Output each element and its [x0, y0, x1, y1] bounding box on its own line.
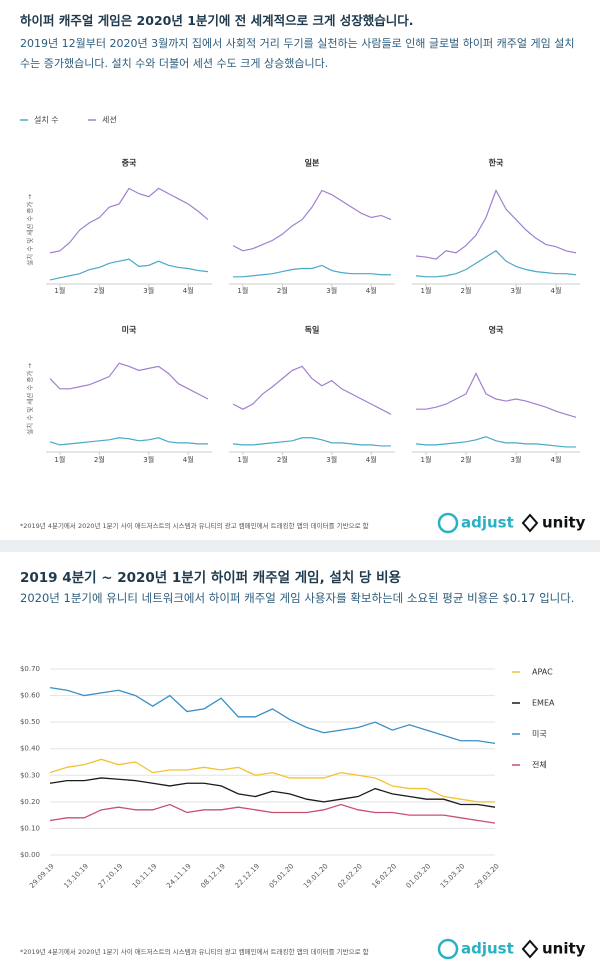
footnote: *2019년 4분기에서 2020년 1분기 사이 애드저스트의 시스템과 유니…: [20, 522, 369, 530]
legend-label: EMEA: [532, 699, 555, 708]
series-line: [233, 264, 391, 278]
series-line: [49, 777, 496, 808]
x-tick-label: 08.12.19: [199, 862, 227, 890]
x-tick-label: 01.03.20: [405, 862, 433, 890]
legend-label: 전체: [532, 760, 547, 770]
logo-icon: [437, 938, 459, 960]
x-tick-label: 4월: [183, 286, 194, 295]
logo: unity: [542, 940, 586, 958]
x-tick-label: 16.02.20: [370, 862, 398, 890]
x-tick-label: 29.09.19: [28, 862, 56, 890]
x-tick-label: 05.01.20: [268, 862, 296, 890]
x-tick-label: 1월: [54, 286, 65, 295]
logo-icon: [437, 512, 459, 534]
series-line: [415, 250, 577, 278]
panel-title: 중국: [122, 159, 137, 168]
logo-icon: [521, 513, 539, 533]
footnote: *2019년 4분기에서 2020년 1분기 사이 애드저스트의 시스템과 유니…: [20, 948, 369, 956]
x-tick-label: 3월: [511, 455, 522, 464]
y-tick-label: $0.50: [20, 718, 40, 726]
y-tick-label: $0.10: [20, 824, 40, 832]
series-line: [416, 372, 577, 418]
section-subtitle: 2019년 12월부터 2020년 3월까지 집에서 사회적 거리 두기를 실천…: [20, 37, 575, 70]
panel-title: 한국: [489, 158, 504, 168]
x-tick-label: 24.11.19: [165, 862, 193, 890]
section-subtitle: 2020년 1분기에 유니티 네트워크에서 하이퍼 캐주얼 게임 사용자를 확보…: [20, 591, 575, 605]
x-tick-label: 4월: [551, 286, 562, 295]
x-tick-label: 1월: [237, 286, 248, 295]
series-line: [232, 189, 392, 252]
y-tick-label: $0.30: [20, 771, 40, 779]
series-line: [415, 436, 576, 448]
x-tick-label: 4월: [366, 286, 377, 295]
series-line: [49, 686, 496, 745]
x-tick-label: 2월: [94, 286, 105, 295]
legend-label: APAC: [532, 668, 553, 677]
x-tick-label: 2월: [277, 455, 288, 464]
x-tick-label: 10.11.19: [131, 862, 159, 890]
y-tick-label: $0.40: [20, 745, 40, 753]
panel-title: 일본: [305, 158, 320, 168]
panel-title: 영국: [489, 325, 504, 335]
x-tick-label: 2월: [461, 455, 472, 464]
x-tick-label: 2월: [94, 455, 105, 464]
x-tick-label: 1월: [54, 455, 65, 464]
x-tick-label: 13.10.19: [62, 862, 90, 890]
y-tick-label: $0.60: [20, 692, 40, 700]
y-tick-label: $0.70: [20, 665, 40, 673]
x-tick-label: 3월: [326, 286, 337, 295]
x-tick-label: 4월: [551, 455, 562, 464]
logo: unity: [542, 514, 586, 532]
x-tick-label: 1월: [421, 286, 432, 295]
x-tick-label: 1월: [237, 455, 248, 464]
legend-label: 세션: [102, 115, 117, 125]
logo: adjust: [461, 940, 514, 958]
legend-label: 미국: [532, 730, 547, 739]
logo-icon: [521, 939, 539, 959]
x-tick-label: 3월: [143, 286, 154, 295]
x-tick-label: 3월: [511, 286, 522, 295]
panel-title: 독일: [305, 325, 320, 335]
y-tick-label: $0.20: [20, 798, 40, 806]
x-tick-label: 3월: [326, 455, 337, 464]
series-line: [49, 758, 495, 803]
legend-label: 설치 수: [34, 115, 59, 125]
x-tick-label: 4월: [366, 455, 377, 464]
logo: adjust: [461, 514, 514, 532]
series-line: [49, 803, 496, 824]
x-tick-label: 22.12.19: [234, 862, 262, 890]
section-title: 하이퍼 캐주얼 게임은 2020년 1분기에 전 세계적으로 크게 성장했습니다…: [20, 13, 414, 28]
y-axis-label: 설치 수 및 세션 수 증가 →: [25, 363, 34, 435]
series-line: [49, 437, 208, 446]
series-line: [49, 362, 209, 400]
x-tick-label: 1월: [421, 455, 432, 464]
x-tick-label: 19.01.20: [302, 862, 330, 890]
y-tick-label: $0.00: [20, 851, 40, 859]
x-tick-label: 27.10.19: [97, 862, 125, 890]
x-tick-label: 2월: [277, 286, 288, 295]
x-tick-label: 29.03.20: [473, 862, 501, 890]
x-tick-label: 3월: [143, 455, 154, 464]
series-line: [49, 258, 209, 281]
series-line: [49, 187, 209, 254]
series-line: [232, 365, 392, 415]
divider: [0, 540, 600, 552]
x-tick-label: 02.02.20: [336, 862, 364, 890]
section-title: 2019 4분기 ~ 2020년 1분기 하이퍼 캐주얼 게임, 설치 당 비용: [20, 570, 401, 586]
x-tick-label: 4월: [183, 455, 194, 464]
y-axis-label: 설치 수 및 세션 수 증가 →: [25, 194, 34, 266]
x-tick-label: 15.03.20: [439, 862, 467, 890]
x-tick-label: 2월: [461, 286, 472, 295]
panel-title: 미국: [122, 325, 137, 335]
series-line: [232, 437, 391, 447]
series-line: [415, 189, 577, 260]
